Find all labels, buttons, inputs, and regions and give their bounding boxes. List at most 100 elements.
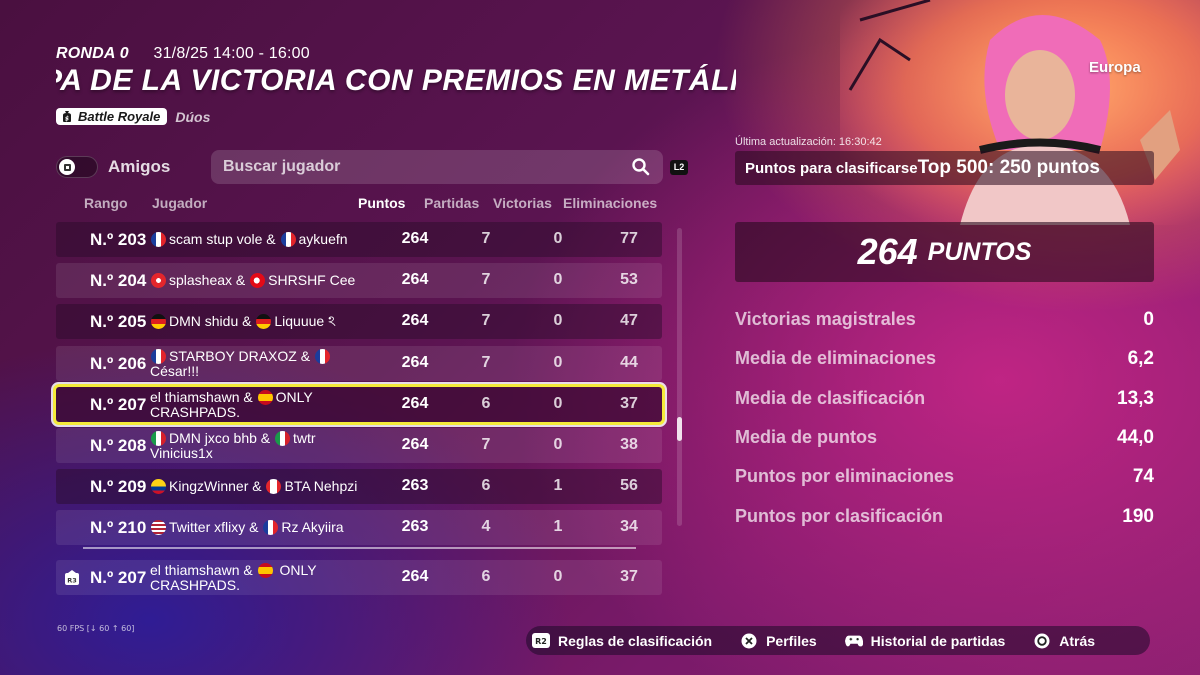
table-row[interactable]: N.º 208 DMN jxco bhb & twtr Vinicius1x 264…	[56, 428, 662, 463]
matches-cell: 6	[481, 568, 491, 585]
col-elims: Eliminaciones	[563, 195, 658, 211]
square-button-icon	[59, 159, 75, 175]
stat-row: Media de clasificación 13,3	[735, 388, 1154, 412]
col-rank: Rango	[84, 195, 128, 211]
points-cell: 263	[401, 477, 429, 494]
player-cell: el thiamshawn & ONLY CRASHPADS.	[150, 560, 375, 595]
matches-cell: 7	[481, 354, 491, 371]
round-label: RONDA 0	[56, 45, 129, 62]
germany-flag-icon	[151, 314, 166, 329]
search-bar[interactable]	[211, 150, 663, 184]
player-2: ONLY CRASHPADS.	[150, 561, 317, 593]
player-2: SHRSHF Cee	[268, 272, 356, 288]
back-label: Atrás	[1059, 632, 1096, 649]
wins-cell: 0	[553, 230, 563, 247]
last-updated: Última actualización: 16:30:42	[735, 136, 882, 148]
money-bag-icon: $	[63, 111, 71, 123]
back-button[interactable]: Atrás	[1033, 633, 1095, 649]
points-cell: 264	[401, 395, 429, 412]
stat-row: Victorias magistrales 0	[735, 309, 1154, 333]
stat-label: Puntos por eliminaciones	[735, 466, 955, 486]
profiles-button[interactable]: Perfiles	[740, 633, 817, 649]
search-input[interactable]	[223, 158, 631, 176]
stat-value: 74	[1132, 466, 1154, 487]
profiles-label: Perfiles	[766, 632, 817, 649]
total-points-box: 264 PUNTOS	[735, 222, 1154, 282]
stat-label: Media de clasificación	[735, 388, 926, 408]
player-cell: el thiamshawn & ONLY CRASHPADS.	[150, 387, 375, 422]
player-2: twtr Vinicius1x	[150, 429, 316, 461]
r3-button-icon: R3	[65, 570, 79, 585]
usa-flag-icon	[151, 520, 166, 535]
matches-cell: 4	[481, 518, 491, 535]
fps-counter: 60 FPS [↓ 60 ↑ 60]	[57, 624, 135, 633]
rules-button[interactable]: R2 Reglas de clasificación	[532, 633, 712, 649]
scrollbar-track[interactable]	[677, 228, 682, 526]
table-row[interactable]: N.º 204 splasheax & SHRSHF Cee 264 7 0 53	[56, 263, 662, 298]
table-row[interactable]: N.º 205 DMN shidu & Liquuue ঽ 264 7 0 47	[56, 304, 662, 339]
player-cell: scam stup vole & aykuefn	[150, 222, 375, 257]
player-1: DMN shidu &	[169, 313, 256, 329]
friends-label: Amigos	[108, 157, 171, 176]
team-size-label: Dúos	[175, 108, 211, 125]
france-flag-icon	[314, 348, 330, 364]
col-player: Jugador	[152, 195, 208, 211]
points-cell: 264	[401, 354, 429, 371]
rank-cell: N.º 205	[90, 312, 147, 331]
elims-cell: 38	[620, 436, 638, 453]
qualify-box: Puntos para clasificarse Top 500: 250 pu…	[735, 151, 1154, 185]
stat-label: Media de eliminaciones	[735, 348, 937, 368]
player-1: el thiamshawn &	[150, 388, 257, 405]
elims-cell: 37	[620, 568, 638, 585]
points-cell: 264	[401, 568, 429, 585]
player-1: scam stup vole &	[169, 231, 280, 247]
player-cell: STARBOY DRAXOZ & César!!!	[150, 346, 375, 381]
wins-cell: 0	[553, 354, 563, 371]
rank-cell: N.º 203	[90, 230, 147, 249]
stat-label: Puntos por clasificación	[735, 506, 944, 526]
player-1: Twitter xflixy &	[169, 519, 263, 535]
tournament-title-text: COPA DE LA VICTORIA CON PREMIOS EN METÁL…	[56, 64, 736, 97]
search-icon[interactable]	[631, 157, 651, 177]
footer-actions: R2 Reglas de clasificación Perfiles Hist…	[526, 626, 1150, 655]
france-flag-icon	[263, 520, 279, 535]
scrollbar-thumb[interactable]	[677, 417, 682, 441]
mode-pill: $ Battle Royale	[56, 108, 168, 125]
tournament-title: COPA DE LA VICTORIA CON PREMIOS EN METÁL…	[56, 64, 736, 106]
player-2: César!!!	[150, 362, 200, 379]
table-row[interactable]: N.º 203 scam stup vole & aykuefn 264 7 0 77	[56, 222, 662, 257]
player-2: BTA Nehpzi	[284, 478, 358, 494]
rank-cell: N.º 204	[90, 271, 147, 290]
table-row[interactable]: N.º 206 STARBOY DRAXOZ & César!!! 264 7 0 44	[56, 346, 662, 381]
total-points-value: 264	[857, 231, 918, 272]
player-2: ONLY CRASHPADS.	[150, 388, 313, 420]
friends-toggle[interactable]	[56, 156, 98, 178]
player-cell: DMN shidu & Liquuue ঽ	[150, 304, 375, 339]
gamepad-icon	[844, 633, 863, 649]
table-row[interactable]: N.º 210 Twitter xflixy & Rz Akyiira 263 4 1 3…	[56, 510, 662, 545]
player-1: KingzWinner &	[169, 478, 266, 494]
player-2: Rz Akyiira	[281, 519, 344, 535]
friends-filter[interactable]: Amigos	[56, 156, 170, 178]
my-rank-row[interactable]: N.º 207 el thiamshawn & ONLY CRASHPADS. …	[56, 560, 662, 595]
matches-cell: 7	[481, 312, 491, 329]
matches-cell: 7	[481, 436, 491, 453]
match-history-button[interactable]: Historial de partidas	[844, 633, 1005, 649]
table-row[interactable]: N.º 209 KingzWinner & BTA Nehpzi 263 6 1 56	[56, 469, 662, 504]
spain-flag-icon	[257, 389, 273, 405]
elims-cell: 56	[620, 477, 638, 494]
stat-value: 6,2	[1127, 348, 1154, 369]
stat-value: 190	[1122, 506, 1154, 527]
player-1: STARBOY DRAXOZ &	[169, 347, 314, 364]
elims-cell: 37	[620, 395, 638, 412]
player-cell: splasheax & SHRSHF Cee	[150, 263, 375, 298]
italy-flag-icon	[151, 430, 166, 446]
matches-cell: 7	[481, 271, 491, 288]
table-row-selected[interactable]: N.º 207 el thiamshawn & ONLY CRASHPADS. 26…	[53, 384, 665, 425]
player-cell: Twitter xflixy & Rz Akyiira	[150, 510, 375, 545]
stat-value: 13,3	[1117, 388, 1154, 409]
points-cell: 264	[401, 436, 429, 453]
matches-cell: 6	[481, 395, 491, 412]
player-1: el thiamshawn &	[150, 561, 257, 578]
qualify-value: Top 500: 250 puntos	[917, 157, 1100, 178]
